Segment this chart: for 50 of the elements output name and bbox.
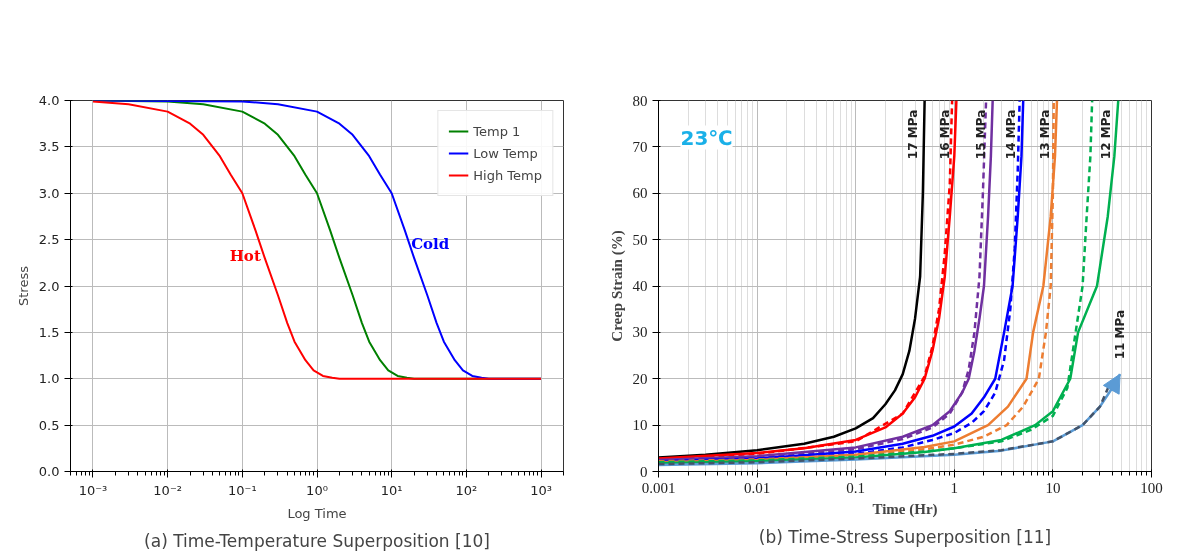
x-tick-label: 0.1 [846, 479, 866, 496]
y-tick-label: 80 [632, 92, 648, 109]
legend-label: Temp 1 [473, 123, 521, 139]
y-tick-label: 0.0 [38, 464, 60, 479]
text: 15 MPa [973, 109, 988, 160]
text: 16 MPa [937, 109, 952, 160]
x-tick-label: 10⁻¹ [228, 482, 257, 498]
annotation: Hot [229, 247, 261, 266]
y-tick-label: 1.5 [38, 324, 60, 340]
y-tick-label: 2.0 [38, 278, 60, 294]
annotation: 23℃ [680, 125, 733, 150]
y-axis-title: Stress [15, 265, 31, 306]
x-tick-label: 10³ [530, 482, 552, 498]
x-tick-label: 100 [1140, 479, 1163, 496]
x-tick-label: 10⁰ [306, 482, 328, 498]
y-tick-label: 3.5 [38, 139, 60, 155]
y-tick-label: 2.5 [38, 232, 60, 248]
x-tick-label: 10² [455, 482, 478, 498]
y-tick-label: 50 [632, 231, 648, 248]
y-tick-label: 40 [632, 278, 648, 294]
text: 12 MPa [1099, 109, 1114, 160]
text: 11 MPa [1113, 309, 1128, 360]
text: 13 MPa [1038, 109, 1053, 160]
x-tick-label: 0.01 [743, 479, 771, 496]
y-tick-label: 4.0 [38, 93, 60, 108]
y-tick-label: 20 [632, 370, 648, 387]
x-tick-label: 10⁻² [153, 482, 182, 498]
text: (a) Time-Temperature Superposition [10] [144, 530, 490, 551]
y-tick-label: 30 [632, 324, 648, 341]
y-tick-label: 0 [640, 463, 648, 480]
y-tick-label: 60 [632, 185, 648, 202]
text: 17 MPa [905, 109, 920, 160]
text: (b) Time-Stress Superposition [11] [758, 526, 1052, 547]
x-tick-label: 1 [950, 479, 959, 496]
y-tick-label: 1.0 [38, 371, 60, 387]
y-tick-label: 10 [632, 417, 648, 434]
annotation: Cold [411, 235, 450, 254]
x-tick-label: 0.001 [641, 479, 676, 496]
x-tick-label: 10 [1045, 479, 1061, 496]
y-axis-title: Creep Strain (%) [608, 230, 626, 342]
legend-label: Low Temp [473, 145, 538, 161]
y-tick-label: 3.0 [38, 185, 60, 201]
x-axis-title: Time (Hr) [872, 500, 938, 518]
legend-label: High Temp [473, 167, 542, 183]
y-tick-label: 0.5 [38, 417, 60, 433]
x-tick-label: 10⁻³ [78, 482, 108, 498]
y-tick-label: 70 [632, 138, 648, 155]
x-tick-label: 10¹ [380, 482, 403, 498]
text: 14 MPa [1004, 109, 1019, 160]
x-axis-title: Log Time [287, 505, 347, 521]
